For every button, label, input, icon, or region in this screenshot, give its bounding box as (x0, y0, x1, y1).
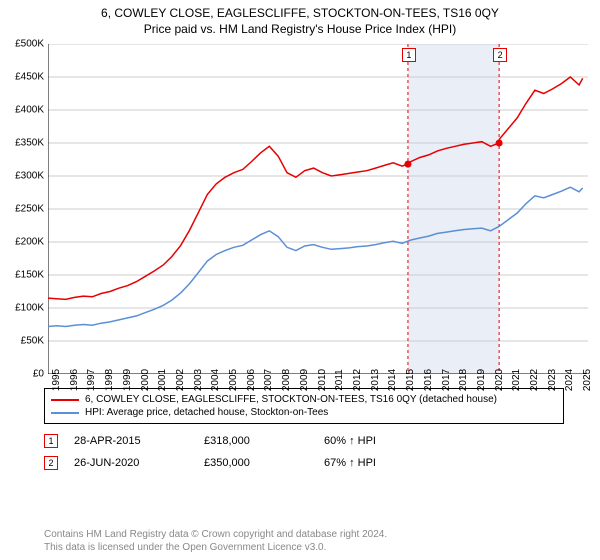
chart-title-sub: Price paid vs. HM Land Registry's House … (0, 20, 600, 36)
sale-row: 2 26-JUN-2020 £350,000 67% ↑ HPI (44, 456, 564, 470)
chart-svg (48, 44, 588, 374)
sale-marker-icon: 1 (44, 434, 58, 448)
y-tick-label: £100K (15, 303, 44, 314)
chart-footer: Contains HM Land Registry data © Crown c… (44, 529, 387, 554)
sale-price: £350,000 (204, 457, 324, 469)
y-tick-label: £50K (21, 336, 44, 347)
y-tick-label: £0 (33, 369, 44, 380)
sale-marker-icon: 2 (44, 456, 58, 470)
sale-marker-box: 1 (402, 48, 416, 62)
footer-line: This data is licensed under the Open Gov… (44, 542, 387, 555)
legend-item: HPI: Average price, detached house, Stoc… (51, 406, 557, 419)
sale-price: £318,000 (204, 435, 324, 447)
legend-label: HPI: Average price, detached house, Stoc… (85, 407, 328, 418)
y-tick-label: £400K (15, 105, 44, 116)
legend-item: 6, COWLEY CLOSE, EAGLESCLIFFE, STOCKTON-… (51, 393, 557, 406)
chart-legend: 6, COWLEY CLOSE, EAGLESCLIFFE, STOCKTON-… (44, 388, 564, 424)
sale-date: 26-JUN-2020 (74, 457, 204, 469)
y-tick-label: £200K (15, 237, 44, 248)
sale-marker-box: 2 (493, 48, 507, 62)
chart-title-address: 6, COWLEY CLOSE, EAGLESCLIFFE, STOCKTON-… (0, 0, 600, 20)
y-tick-label: £500K (15, 39, 44, 50)
legend-label: 6, COWLEY CLOSE, EAGLESCLIFFE, STOCKTON-… (85, 394, 497, 405)
sale-delta: 67% ↑ HPI (324, 457, 376, 469)
x-tick-label: 2024 (564, 369, 575, 391)
sale-delta: 60% ↑ HPI (324, 435, 376, 447)
y-tick-label: £150K (15, 270, 44, 281)
sale-row: 1 28-APR-2015 £318,000 60% ↑ HPI (44, 434, 564, 448)
x-tick-label: 2025 (582, 369, 593, 391)
y-tick-label: £350K (15, 138, 44, 149)
y-tick-label: £300K (15, 171, 44, 182)
chart-plot-area (48, 44, 588, 374)
y-tick-label: £250K (15, 204, 44, 215)
legend-swatch (51, 412, 79, 414)
footer-line: Contains HM Land Registry data © Crown c… (44, 529, 387, 542)
y-tick-label: £450K (15, 72, 44, 83)
sale-date: 28-APR-2015 (74, 435, 204, 447)
legend-swatch (51, 399, 79, 401)
